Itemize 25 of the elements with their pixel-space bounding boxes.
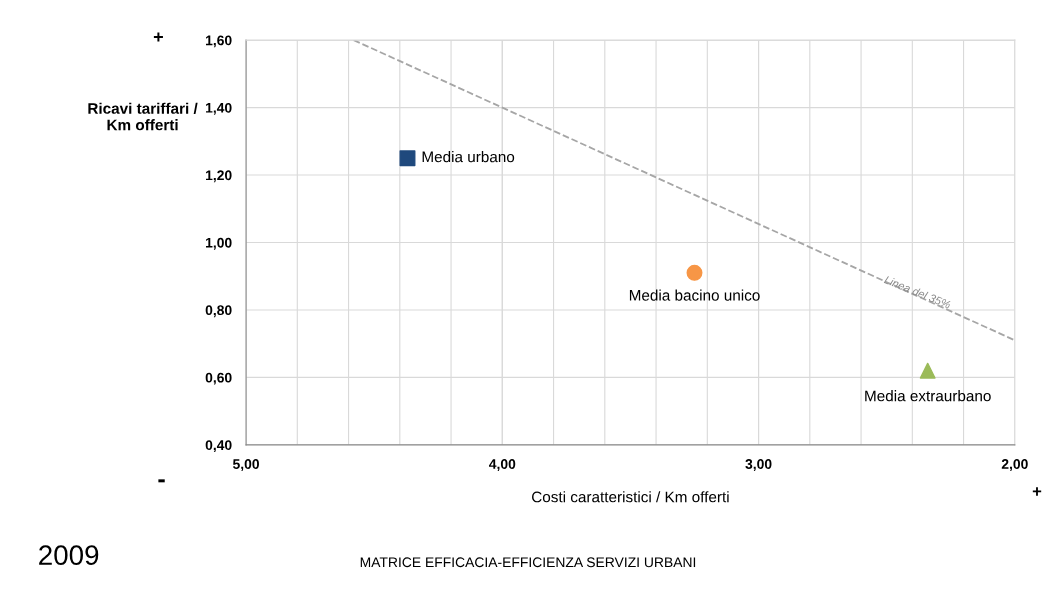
x-tick-label: 2,00	[1001, 459, 1028, 471]
point	[919, 362, 936, 379]
text: +	[1032, 487, 1042, 496]
y-tick-label: 1,00	[206, 237, 232, 250]
point	[399, 150, 416, 167]
annotation: Linea del 35%	[883, 275, 952, 309]
x-tick-label: 4,00	[489, 459, 516, 471]
y-tick-label: 0,80	[205, 305, 232, 318]
text: -	[158, 479, 165, 483]
text: +	[153, 32, 163, 42]
point	[686, 264, 703, 281]
series-label: Media bacino unico	[629, 289, 760, 301]
text: MATRICE EFFICACIA-EFFICIENZA SERVIZI URBANI	[360, 557, 696, 568]
y-tick-label: 0,40	[205, 440, 232, 453]
y-tick-label: 1,20	[206, 170, 232, 183]
series-label: Media extraurbano	[865, 390, 991, 402]
y-tick-label: 1,40	[206, 102, 232, 115]
x-tick-label: 5,00	[232, 459, 259, 471]
y-tick-label: 0,60	[205, 372, 232, 385]
y-axis-title: Ricavi tariffari / Km offerti	[88, 102, 198, 131]
x-tick-label: 3,00	[745, 459, 772, 471]
series-label: Media urbano	[422, 151, 515, 163]
text: 2009	[39, 545, 99, 566]
x-axis-title: Costi caratteristici / Km offerti	[532, 491, 729, 503]
y-tick-label: 1,60	[206, 35, 232, 48]
